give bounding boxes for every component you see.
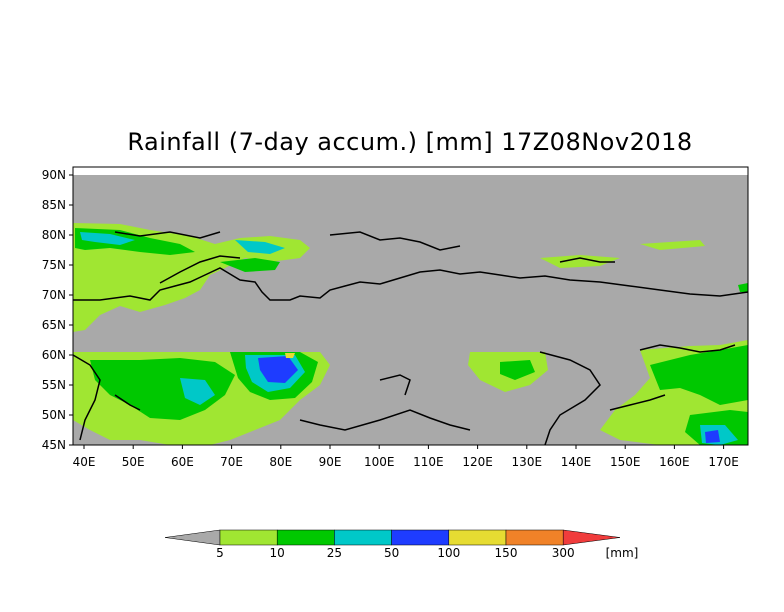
colorbar: 5 10 25 50 100 150 300 [mm]: [164, 529, 639, 560]
lat-tick-label: 90N: [42, 168, 66, 182]
lat-tick-label: 80N: [42, 228, 66, 242]
lat-axis: 90N 85N 80N 75N 70N 65N 60N 55N 50N 45N: [42, 168, 73, 452]
top-white-band: [73, 167, 748, 175]
colorbar-unit: [mm]: [606, 546, 639, 560]
colorbar-label: 5: [216, 546, 224, 560]
colorbar-bin: [219, 529, 278, 546]
lon-tick-label: 140E: [561, 455, 592, 469]
lon-tick-label: 150E: [610, 455, 641, 469]
lat-tick-label: 60N: [42, 348, 66, 362]
colorbar-bin: [334, 529, 392, 546]
lon-tick-label: 40E: [73, 455, 96, 469]
colorbar-label: 100: [437, 546, 460, 560]
lon-tick-label: 120E: [462, 455, 493, 469]
colorbar-above-arrow: [562, 529, 621, 546]
colorbar-label: 50: [384, 546, 399, 560]
precip-patches: [73, 223, 748, 445]
lon-axis: 40E 50E 60E 70E 80E 90E 100E 110E 120E 130E 140E 15…: [73, 445, 739, 469]
lon-tick-label: 170E: [708, 455, 739, 469]
lat-tick-label: 75N: [42, 258, 66, 272]
colorbar-label: 150: [495, 546, 518, 560]
coastlines: [72, 231, 749, 446]
map-title: Rainfall (7-day accum.) [mm] 17Z08Nov201…: [127, 128, 693, 156]
lat-tick-label: 85N: [42, 198, 66, 212]
lon-tick-label: 50E: [122, 455, 145, 469]
lon-tick-label: 130E: [512, 455, 543, 469]
lon-tick-label: 160E: [659, 455, 690, 469]
lat-tick-label: 65N: [42, 318, 66, 332]
colorbar-bin: [448, 529, 507, 546]
colorbar-below-arrow: [164, 529, 221, 546]
lon-tick-label: 60E: [171, 455, 194, 469]
lon-tick-label: 80E: [269, 455, 292, 469]
lat-tick-label: 70N: [42, 288, 66, 302]
colorbar-label: 300: [552, 546, 575, 560]
lat-tick-label: 50N: [42, 408, 66, 422]
colorbar-label: 10: [270, 546, 285, 560]
lon-tick-label: 90E: [319, 455, 342, 469]
plot-frame: [72, 166, 749, 446]
colorbar-bin: [276, 529, 335, 546]
colorbar-bin: [391, 529, 450, 546]
lat-tick-label: 55N: [42, 378, 66, 392]
lon-tick-label: 110E: [413, 455, 444, 469]
lon-tick-label: 70E: [220, 455, 243, 469]
colorbar-bin: [505, 529, 564, 546]
lon-tick-label: 100E: [364, 455, 395, 469]
colorbar-label: 25: [327, 546, 342, 560]
lat-tick-label: 45N: [42, 438, 66, 452]
